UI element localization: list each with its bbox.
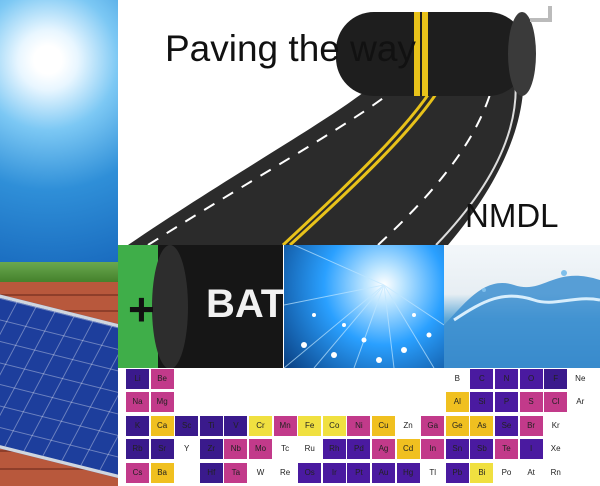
- road-roller-graphic: [128, 6, 552, 245]
- element-na: Na: [126, 392, 149, 413]
- element-fe: Fe: [298, 415, 322, 436]
- element-cl: Cl: [544, 392, 568, 413]
- element-be: Be: [150, 369, 174, 389]
- element-zn: Zn: [396, 415, 420, 436]
- battery-label: BAT: [206, 282, 283, 326]
- element-pd: Pd: [347, 439, 371, 460]
- battery-image: + BAT: [118, 245, 283, 368]
- element-mg: Mg: [150, 392, 174, 413]
- element-kr: Kr: [544, 415, 568, 436]
- element-re: Re: [273, 462, 297, 483]
- org-name: NMDL: [465, 197, 559, 234]
- water-splash: [444, 270, 600, 368]
- element-bi: Bi: [470, 462, 494, 483]
- element-w: W: [249, 462, 272, 483]
- element-ge: Ge: [445, 415, 469, 436]
- element-ta: Ta: [224, 462, 248, 483]
- element-ar: Ar: [568, 392, 592, 413]
- water-splash-image: [444, 245, 600, 368]
- element-as: As: [470, 415, 494, 436]
- element-f: F: [544, 369, 568, 389]
- element-in: In: [421, 439, 445, 460]
- element-ca: Ca: [150, 415, 174, 436]
- periodic-table: Li Be B C N O F Ne Na Mg Al Si P S Cl Ar K Ca Sc Ti V Cr Mn Fe C…: [118, 368, 600, 486]
- element-ir: Ir: [322, 462, 346, 483]
- element-o: O: [519, 369, 543, 389]
- element-y: Y: [175, 439, 199, 460]
- element-n: N: [495, 369, 518, 389]
- element-tl: Tl: [421, 462, 445, 483]
- road-image: [118, 0, 600, 245]
- element-cs: Cs: [126, 462, 149, 483]
- element-hg: Hg: [396, 462, 420, 483]
- element-i: I: [519, 439, 543, 460]
- element-ru: Ru: [298, 439, 322, 460]
- fiber-strands: [284, 245, 444, 368]
- element-rn: Rn: [544, 462, 568, 483]
- element-v: V: [224, 415, 248, 436]
- fiber-optics-image: [284, 245, 444, 368]
- element-cd: Cd: [396, 439, 420, 460]
- solar-panel-image: [0, 0, 118, 486]
- element-ni: Ni: [347, 415, 371, 436]
- element-os: Os: [298, 462, 322, 483]
- battery-graphic: + BAT: [118, 245, 283, 368]
- element-al: Al: [445, 392, 469, 413]
- headline-title: Paving the way: [165, 28, 416, 69]
- element-s: S: [519, 392, 543, 413]
- element-co: Co: [322, 415, 346, 436]
- element-hf: Hf: [199, 462, 223, 483]
- element-p: P: [495, 392, 518, 413]
- element-nb: Nb: [224, 439, 248, 460]
- sunny-sky: [0, 0, 118, 265]
- solar-panel: [0, 293, 118, 479]
- element-si: Si: [470, 392, 494, 413]
- element-at: At: [519, 462, 543, 483]
- element-xe: Xe: [544, 439, 568, 460]
- element-sc: Sc: [175, 415, 199, 436]
- element-au: Au: [372, 462, 395, 483]
- element-b: B: [445, 369, 469, 389]
- element-zr: Zr: [199, 439, 223, 460]
- element-mo: Mo: [249, 439, 272, 460]
- element-ti: Ti: [199, 415, 223, 436]
- element-tc: Tc: [273, 439, 297, 460]
- element-br: Br: [519, 415, 543, 436]
- element-cr: Cr: [249, 415, 272, 436]
- element-ag: Ag: [372, 439, 395, 460]
- element-rh: Rh: [322, 439, 346, 460]
- element-sr: Sr: [150, 439, 174, 460]
- element-ga: Ga: [421, 415, 445, 436]
- element-sb: Sb: [470, 439, 494, 460]
- element-k: K: [126, 415, 149, 436]
- element-rb: Rb: [126, 439, 149, 460]
- element-pb: Pb: [445, 462, 469, 483]
- plus-sign: +: [128, 283, 155, 335]
- element-sn: Sn: [445, 439, 469, 460]
- element-po: Po: [495, 462, 518, 483]
- element-pt: Pt: [347, 462, 371, 483]
- element-li: Li: [126, 369, 149, 389]
- element-cu: Cu: [372, 415, 395, 436]
- element-se: Se: [495, 415, 518, 436]
- element-te: Te: [495, 439, 518, 460]
- element-c: C: [470, 369, 494, 389]
- element-ba: Ba: [150, 462, 174, 483]
- element-mn: Mn: [273, 415, 297, 436]
- element-ne: Ne: [568, 369, 592, 389]
